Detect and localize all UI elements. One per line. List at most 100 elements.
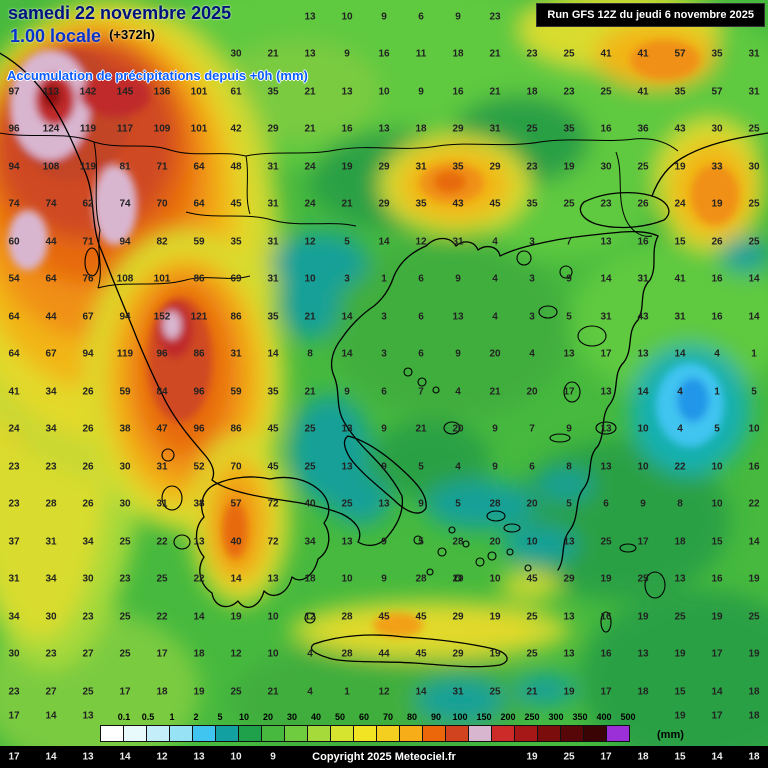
precip-value: 4 [677,423,683,435]
precip-value: 23 [8,686,20,698]
precip-value: 9 [381,423,387,435]
precip-value: 72 [267,536,279,548]
precip-value: 43 [674,123,686,135]
footer-value: 14 [119,751,131,763]
precip-value: 19 [748,648,760,660]
precip-value: 7 [529,423,535,435]
precip-value: 5 [344,236,350,248]
precip-value: 31 [748,86,760,98]
precip-value: 30 [45,611,57,623]
precip-value: 10 [711,461,723,473]
legend-scale-label: 400 [596,712,612,722]
precip-value: 9 [492,461,498,473]
footer-value: 13 [82,751,94,763]
precip-value: 13 [452,311,464,323]
precip-value: 81 [119,161,131,173]
precip-value: 101 [153,273,171,285]
precip-value: 44 [45,311,57,323]
precip-value: 34 [45,423,57,435]
precip-value: 13 [304,48,316,60]
precip-value: 16 [711,311,723,323]
precip-value: 6 [418,273,424,285]
precip-value: 19 [674,648,686,660]
precip-value: 29 [378,198,390,210]
precip-value: 14 [711,686,723,698]
precip-value: 10 [304,273,316,285]
precip-value: 59 [193,236,205,248]
precip-value: 5 [418,536,424,548]
precip-value: 13 [341,86,353,98]
precip-value: 94 [119,236,131,248]
precip-value: 20 [489,348,501,360]
legend-scale-label: 40 [310,712,322,722]
precip-value: 47 [156,423,168,435]
map-subtitle: Accumulation de précipitations depuis +0… [7,68,308,83]
precip-value: 101 [190,123,208,135]
precip-value: 18 [415,123,427,135]
precip-value: 6 [603,498,609,510]
precip-value: 13 [193,536,205,548]
precip-value: 21 [304,311,316,323]
legend-scale-label: 5 [217,712,223,722]
precip-value: 25 [600,536,612,548]
precip-value: 31 [267,236,279,248]
precip-value: 31 [230,348,242,360]
precip-value: 7 [418,386,424,398]
legend-color-swatch [514,725,538,742]
precip-value: 31 [600,311,612,323]
precip-value: 35 [563,123,575,135]
precip-value: 19 [193,686,205,698]
legend-scale-label: 350 [572,712,588,722]
precip-value: 71 [82,236,94,248]
legend-scale-label: 150 [476,712,492,722]
precip-value: 5 [566,311,572,323]
precip-value: 52 [193,461,205,473]
precip-value: 22 [156,536,168,548]
precip-value: 41 [8,386,20,398]
precip-value: 8 [566,461,572,473]
precip-value: 24 [304,198,316,210]
precip-value: 25 [526,611,538,623]
precip-value: 30 [748,161,760,173]
forecast-offset-label: (+372h) [109,27,155,42]
precip-value: 16 [378,48,390,60]
legend-color-swatch [238,725,262,742]
precip-value: 1 [751,348,757,360]
precip-value: 117 [116,123,134,135]
footer-value: 19 [526,751,538,763]
copyright-label: Copyright 2025 Meteociel.fr [312,751,456,763]
legend-color-swatch [307,725,331,742]
legend-color-swatch [491,725,515,742]
precip-value: 9 [381,573,387,585]
legend-color-swatch [445,725,469,742]
legend-scale-label: 250 [524,712,540,722]
legend-scale-labels: 0.1 0.5 1 2 5 10 20 30 40 50 60 70 80 90 100 150 200 250 3… [0,712,768,724]
precip-value: 72 [267,498,279,510]
precip-value: 19 [748,573,760,585]
precip-value: 15 [674,236,686,248]
precip-value: 13 [600,423,612,435]
precip-value: 19 [711,611,723,623]
precip-value: 43 [452,198,464,210]
precip-value: 31 [415,161,427,173]
precip-value: 45 [378,611,390,623]
precip-value: 7 [566,236,572,248]
precip-value: 17 [600,686,612,698]
precip-value: 152 [153,311,171,323]
precip-value: 16 [600,123,612,135]
legend-scale-label: 90 [430,712,442,722]
legend-color-swatch [215,725,239,742]
precip-value: 13 [563,648,575,660]
precip-value: 14 [45,710,57,722]
legend-color-swatch [284,725,308,742]
precip-value: 13 [637,348,649,360]
legend-color-swatch [123,725,147,742]
precip-value: 14 [267,348,279,360]
precip-value: 19 [489,648,501,660]
precip-value: 96 [8,123,20,135]
precip-value: 41 [674,273,686,285]
precip-value: 86 [193,348,205,360]
precip-value: 17 [119,686,131,698]
precip-value: 14 [415,686,427,698]
precip-value: 3 [529,236,535,248]
